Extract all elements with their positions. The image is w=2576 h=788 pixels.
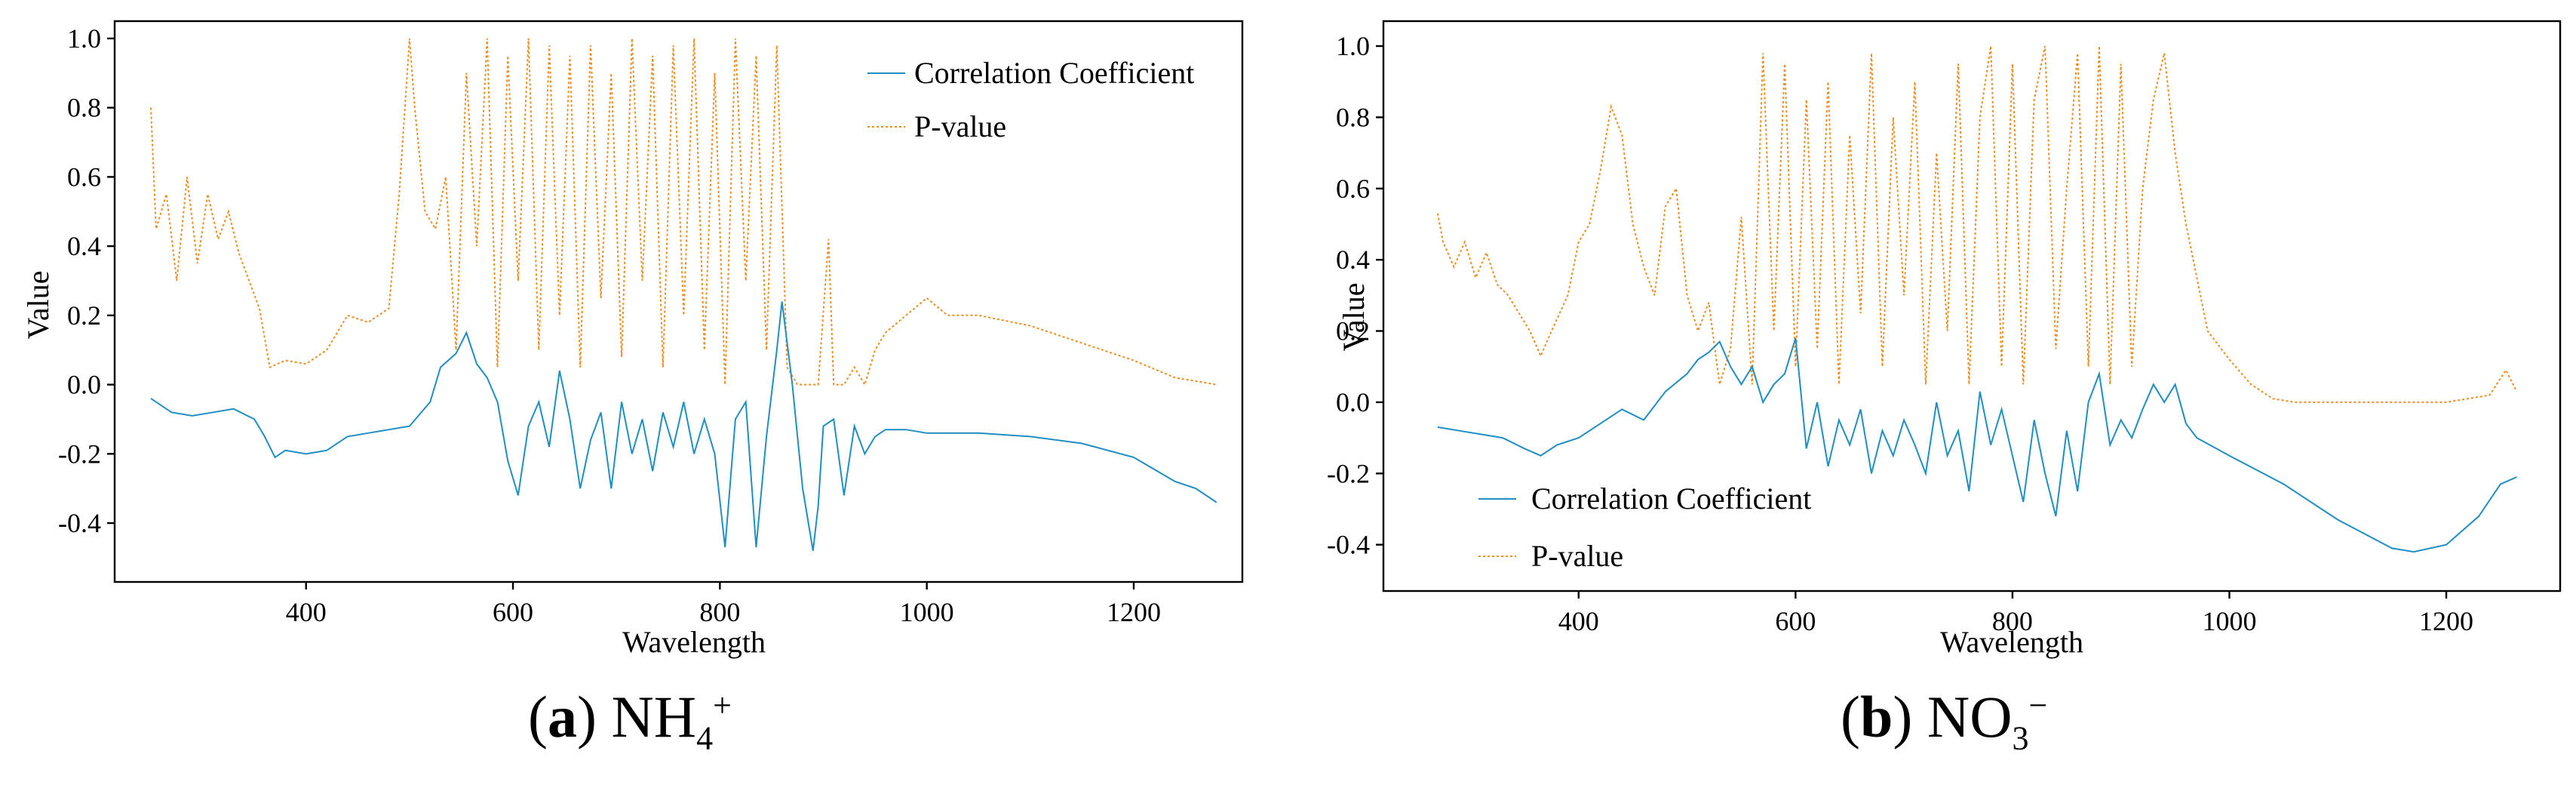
- panel-b-pvalue-line: [1436, 45, 2518, 403]
- panel-b-y-axis-label: Value: [1337, 282, 1371, 351]
- panel-a-y-tick-label: -0.4: [58, 508, 101, 538]
- caption-a-letter: a: [547, 684, 577, 750]
- caption-b-superscript: −: [2028, 687, 2048, 724]
- panel-b-chart: 400 600 800 1000 1200 -0.4 -0.2 0.0 0.2 0.4 0.6 0.…: [1327, 20, 2562, 659]
- panel-b-y-tick-label: -0.2: [1327, 458, 1370, 488]
- panel-a-legend: Correlation Coefficient P-value: [867, 56, 1194, 143]
- panel-a-pvalue-line: [150, 38, 1217, 387]
- caption-a-species: NH: [611, 684, 697, 750]
- caption-a: (a) NH4+: [528, 684, 732, 757]
- panel-a-x-tick-label: 600: [493, 597, 533, 627]
- caption-a-superscript: +: [713, 687, 732, 724]
- panel-b-x-tick-label: 600: [1775, 606, 1816, 636]
- panel-a-legend-correlation-label: Correlation Coefficient: [914, 56, 1194, 90]
- panel-a-chart: 400 600 800 1000 1200 -0.4 -0.2 0.0 0.2 0.4 0.6 0.…: [21, 20, 1244, 659]
- panel-b-x-ticks: 400 600 800 1000 1200: [1558, 591, 2473, 636]
- panel-b-x-tick-label: 800: [1992, 606, 2033, 636]
- panel-b-y-tick-label: -0.4: [1327, 530, 1370, 560]
- caption-b: (b) NO3−: [1841, 684, 2048, 757]
- panel-a-y-tick-label: 0.6: [67, 162, 101, 192]
- panel-a-x-tick-label: 800: [699, 597, 740, 627]
- panel-b-x-tick-label: 1000: [2202, 606, 2256, 636]
- panel-a-y-tick-label: 0.0: [67, 370, 101, 400]
- panel-a-y-tick-label: -0.2: [58, 439, 101, 469]
- panel-a-y-tick-label: 0.8: [67, 93, 101, 123]
- panel-a-y-tick-label: 0.4: [67, 231, 101, 261]
- panel-b-x-tick-label: 400: [1558, 606, 1599, 636]
- panel-b-axes-frame: [1382, 20, 2562, 593]
- caption-b-subscript: 3: [2012, 719, 2029, 757]
- panel-a-y-axis-label: Value: [21, 270, 55, 339]
- panel-a-legend-pvalue-label: P-value: [914, 109, 1006, 143]
- panel-a-x-axis-label: Wavelength: [622, 625, 766, 659]
- panel-b-y-tick-label: 0.8: [1336, 102, 1370, 132]
- panel-a-x-tick-label: 400: [286, 597, 327, 627]
- panel-a-y-tick-label: 0.2: [67, 300, 101, 331]
- panel-b-correlation-line: [1437, 337, 2517, 553]
- panel-b-legend-correlation-label: Correlation Coefficient: [1531, 482, 1811, 516]
- caption-a-subscript: 4: [696, 719, 714, 757]
- panel-b-y-tick-label: 0.2: [1336, 316, 1370, 346]
- panel-a-x-ticks: 400 600 800 1000 1200: [286, 582, 1161, 627]
- panel-b-y-tick-label: 0.0: [1336, 387, 1370, 417]
- panel-b-y-ticks: -0.4 -0.2 0.0 0.2 0.4 0.6 0.8 1.0: [1327, 31, 1383, 560]
- panel-a-x-tick-label: 1000: [900, 597, 954, 627]
- caption-b-species: NO: [1927, 684, 2013, 750]
- panel-a-y-ticks: -0.4 -0.2 0.0 0.2 0.4 0.6 0.8 1.0: [58, 23, 115, 538]
- panel-a-y-tick-label: 1.0: [67, 23, 101, 54]
- panel-b-legend-pvalue-label: P-value: [1531, 539, 1623, 573]
- panel-a-axes-frame: [113, 20, 1244, 583]
- panel-b-y-tick-label: 0.4: [1336, 245, 1370, 275]
- panel-b-legend: Correlation Coefficient P-value: [1478, 482, 1811, 573]
- panel-b-y-tick-label: 1.0: [1336, 31, 1370, 61]
- caption-b-letter: b: [1859, 684, 1893, 750]
- panel-b-y-tick-label: 0.6: [1336, 174, 1370, 204]
- panel-a-x-tick-label: 1200: [1107, 597, 1161, 627]
- panel-b-x-axis-label: Wavelength: [1940, 625, 2083, 659]
- panel-a-correlation-line: [150, 301, 1217, 551]
- panel-b-x-tick-label: 1200: [2419, 606, 2473, 636]
